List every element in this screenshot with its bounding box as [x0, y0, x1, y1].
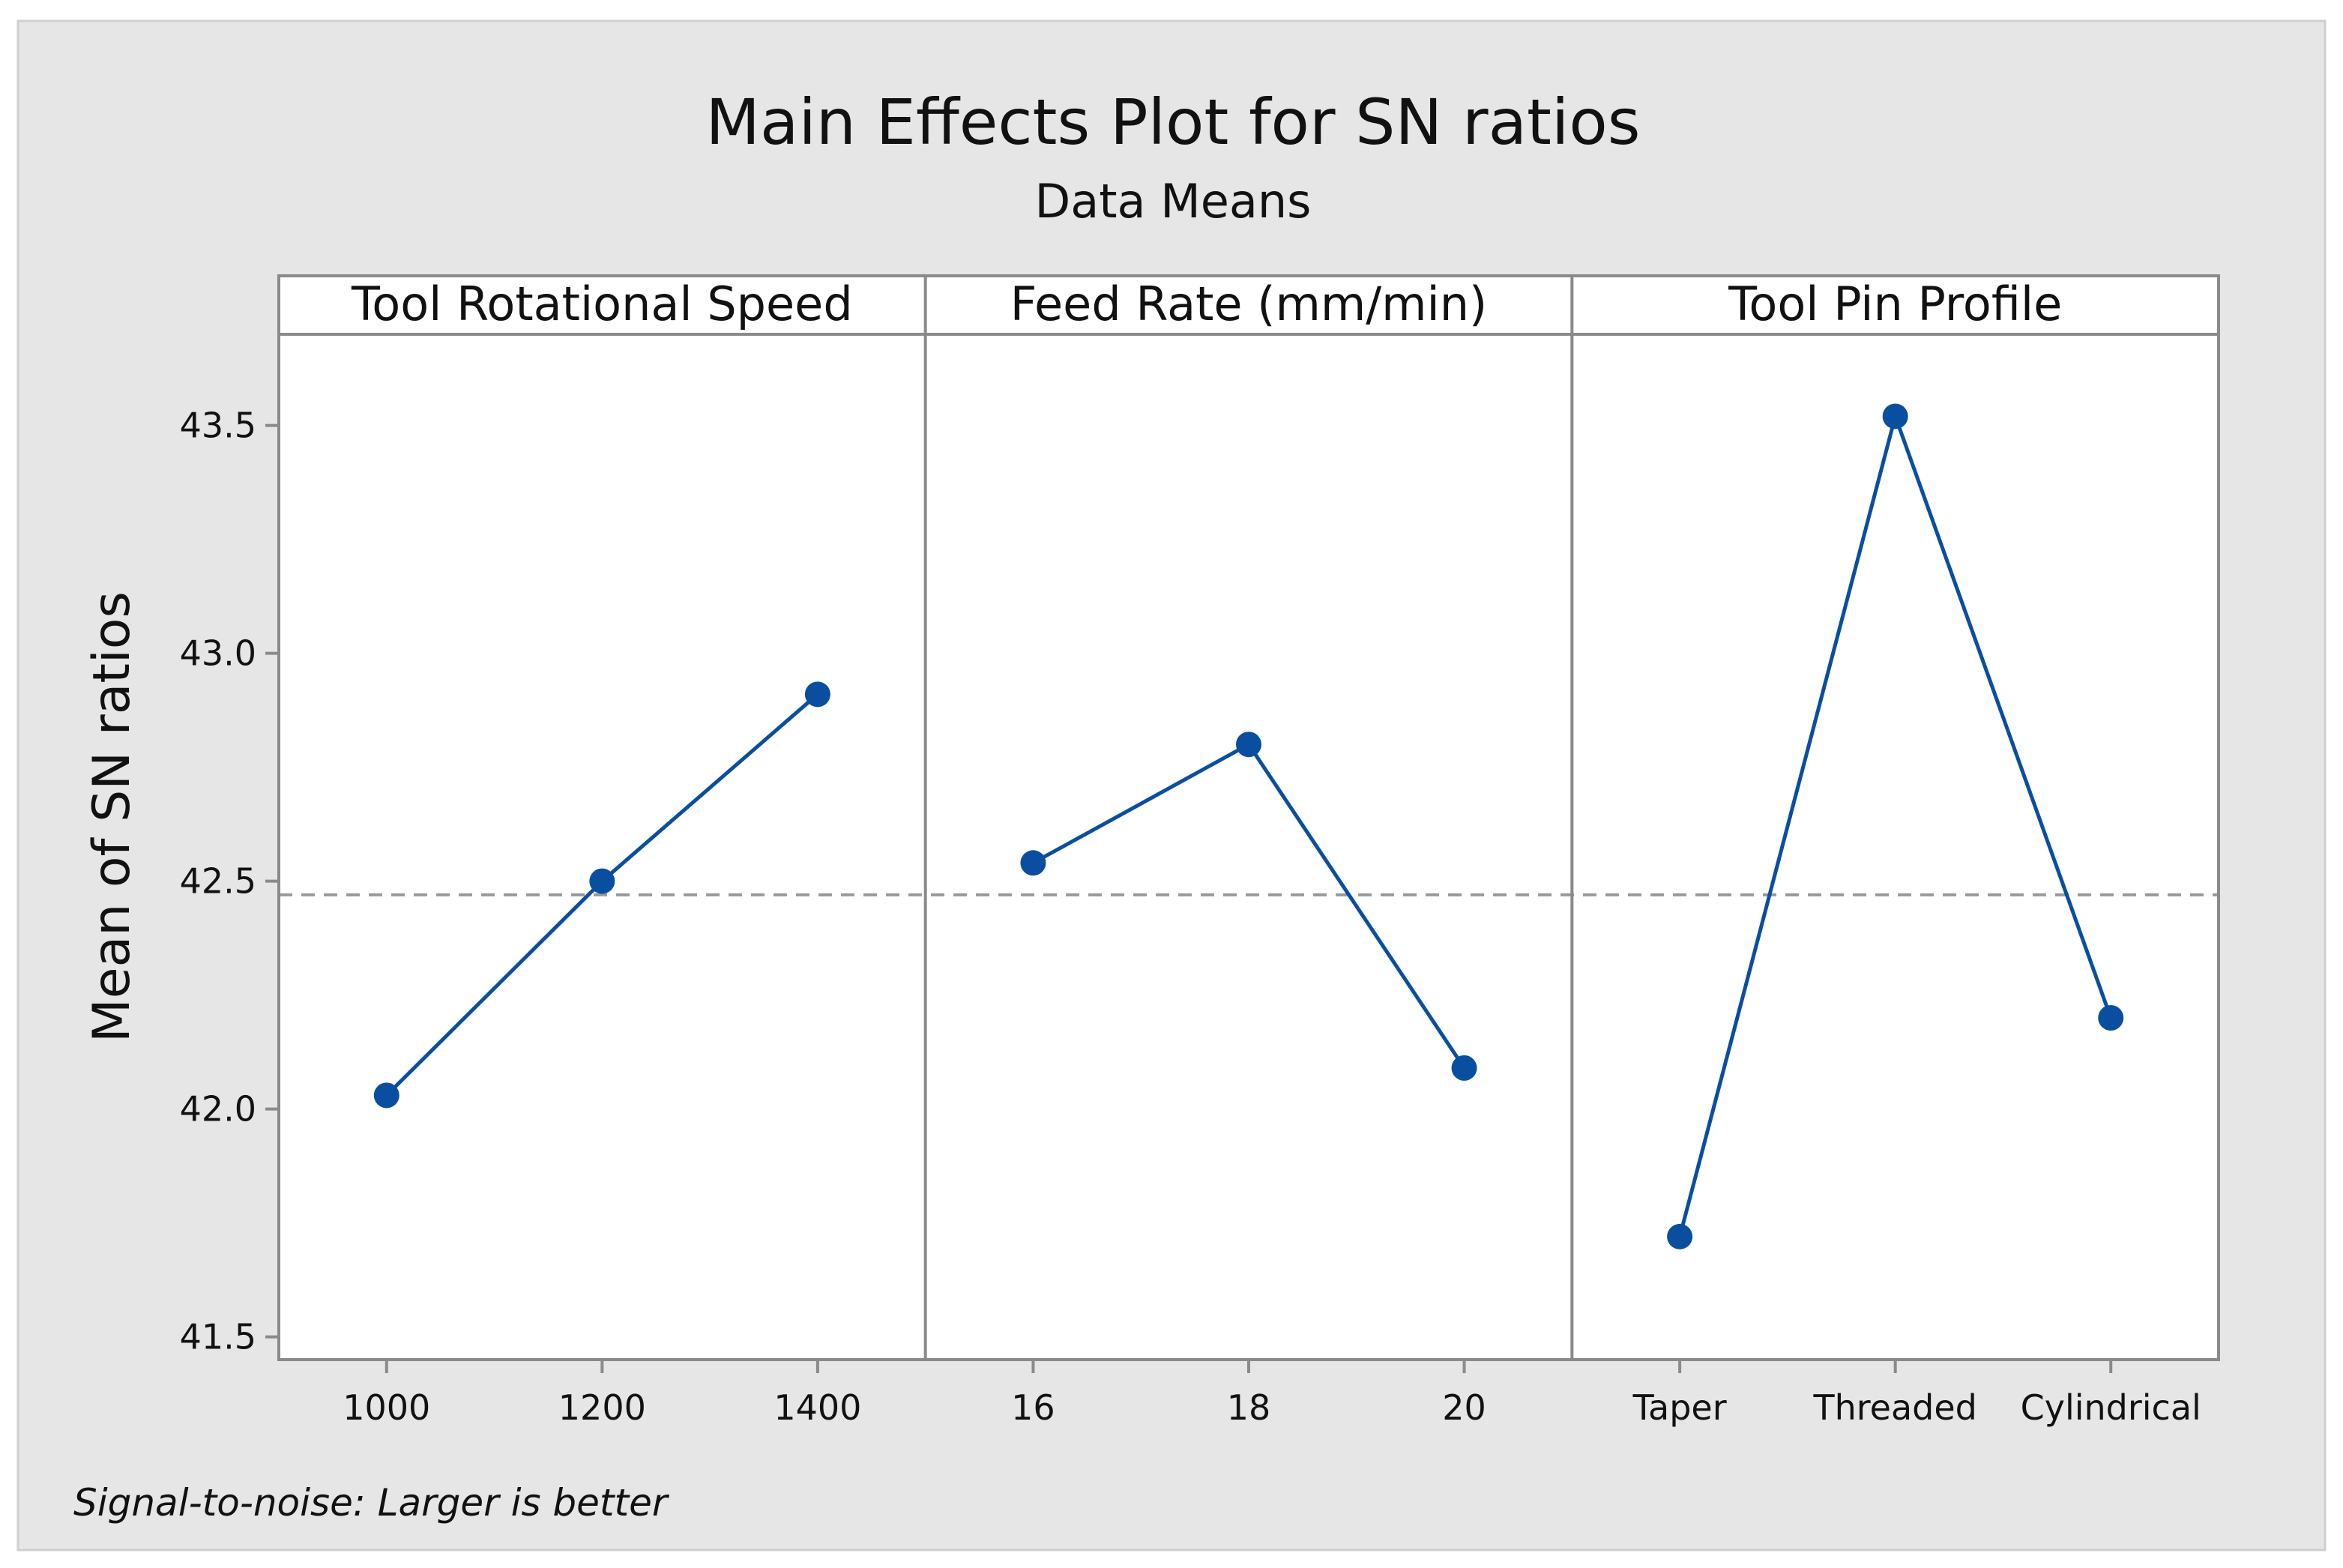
- y-tick-label: 42.0: [180, 1089, 256, 1130]
- x-tick-label: Cylindrical: [2021, 1387, 2201, 1428]
- x-tick-label: 1200: [558, 1387, 646, 1428]
- x-tick-label: Threaded: [1812, 1387, 1976, 1428]
- data-point: [1236, 732, 1261, 758]
- x-tick-label: 16: [1011, 1387, 1055, 1428]
- footnote: Signal-to-noise: Larger is better: [73, 1481, 670, 1525]
- y-tick-label: 43.5: [180, 405, 256, 446]
- panel-label: Tool Rotational Speed: [351, 277, 853, 331]
- y-axis-label: Mean of SN ratios: [82, 591, 142, 1043]
- x-tick-label: Taper: [1632, 1387, 1727, 1428]
- data-point: [1451, 1055, 1477, 1081]
- data-point: [1667, 1223, 1693, 1249]
- chart-title: Main Effects Plot for SN ratios: [706, 85, 1641, 159]
- panel-label: Feed Rate (mm/min): [1010, 277, 1487, 331]
- panel-label: Tool Pin Profile: [1728, 277, 2062, 331]
- x-tick-label: 1000: [343, 1387, 430, 1428]
- chart-subtitle: Data Means: [1035, 174, 1312, 229]
- plot-frame: [277, 274, 2220, 1361]
- y-tick-label: 41.5: [180, 1317, 256, 1357]
- data-point: [804, 681, 830, 708]
- data-point: [589, 868, 615, 894]
- y-tick-label: 43.0: [180, 633, 256, 674]
- data-point: [2098, 1005, 2124, 1031]
- plot-background: [279, 334, 2219, 1360]
- x-tick-label: 20: [1442, 1387, 1486, 1428]
- panel-header-strip: [279, 276, 2219, 334]
- data-point: [1020, 850, 1046, 876]
- x-tick-label: 1400: [774, 1387, 861, 1428]
- data-point: [1882, 403, 1908, 429]
- data-point: [373, 1082, 399, 1109]
- plot-area: 41.5 42.0 42.5 43.0 43.5 Tool Rotational Spee…: [180, 274, 2220, 1428]
- y-tick-label: 42.5: [180, 861, 256, 902]
- x-tick-label: 18: [1227, 1387, 1271, 1428]
